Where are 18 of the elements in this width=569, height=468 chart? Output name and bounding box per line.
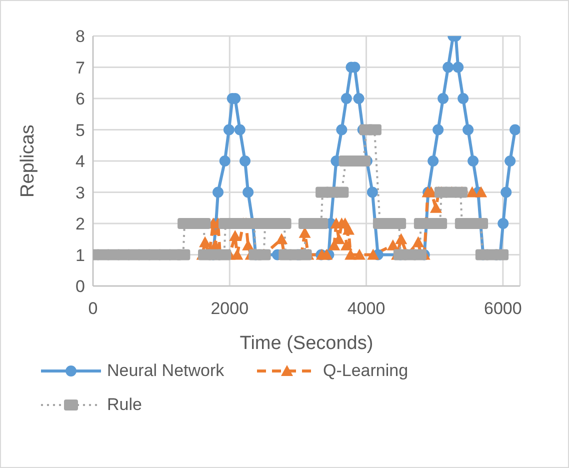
y-axis-title: Replicas bbox=[18, 124, 39, 198]
y-tick-label: 7 bbox=[76, 58, 85, 78]
y-tick-label: 8 bbox=[76, 27, 85, 46]
y-tick-label: 1 bbox=[76, 246, 85, 265]
y-tick-label: 0 bbox=[76, 277, 85, 296]
legend-label: Neural Network bbox=[107, 361, 224, 381]
x-tick-label: 4000 bbox=[347, 299, 386, 318]
legend-label: Q-Learning bbox=[323, 361, 408, 381]
y-tick-label: 5 bbox=[76, 120, 85, 140]
legend-label: Rule bbox=[107, 395, 142, 415]
y-tick-label: 3 bbox=[76, 183, 85, 202]
y-tick-label: 2 bbox=[76, 214, 85, 234]
x-tick-label: 6000 bbox=[484, 299, 522, 318]
x-axis-title: Time (Seconds) bbox=[240, 333, 374, 354]
y-tick-label: 6 bbox=[76, 90, 85, 109]
x-tick-label: 2000 bbox=[210, 299, 249, 318]
x-tick-label: 0 bbox=[88, 299, 98, 318]
y-tick-label: 4 bbox=[76, 152, 85, 172]
